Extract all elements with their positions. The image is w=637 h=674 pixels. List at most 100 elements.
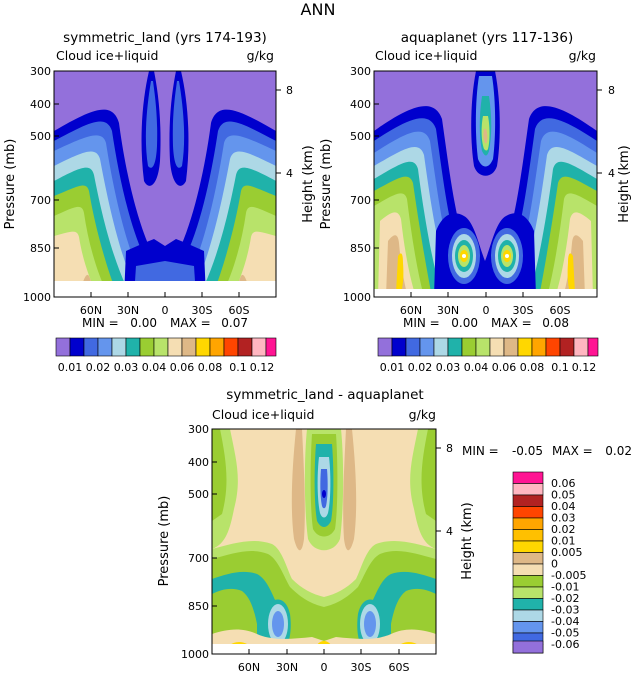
y-tick-label: 850 <box>188 600 209 613</box>
x-tick-label: 30S <box>351 661 372 674</box>
x-axis: 60N 30N 0 30S 60S <box>400 292 571 317</box>
x-tick-label: 60N <box>400 304 422 317</box>
colorbar-label: 0.01 <box>380 361 405 374</box>
x-tick-label: 60S <box>389 661 410 674</box>
y-tick-label: 700 <box>30 194 51 207</box>
x-tick-label: 30S <box>192 304 213 317</box>
colorbar: 0.06 0.05 0.04 0.03 0.02 0.01 0.005 0 -0… <box>512 471 586 654</box>
colorbar-label: 0.005 <box>551 546 583 559</box>
colorbar-label: 0.05 <box>551 489 576 502</box>
y-axis-right: 8 4 Height (km) <box>436 442 475 580</box>
panel-aquaplanet: aquaplanet (yrs 117-136) Cloud ice+liqui… <box>319 30 632 374</box>
figure-title: ANN <box>301 0 336 19</box>
x-tick-label: 0 <box>162 304 169 317</box>
y-axis-right: 8 4 Height (km) <box>597 84 632 223</box>
colorbar-label: 0.06 <box>170 361 195 374</box>
x-tick-label: 60S <box>550 304 571 317</box>
max-label: MAX = <box>552 444 593 458</box>
y-right-tick-label: 8 <box>286 84 293 97</box>
colorbar-label: 0.04 <box>551 500 576 513</box>
units-label: g/kg <box>409 407 436 422</box>
colorbar-label: 0.04 <box>142 361 167 374</box>
colorbar-label: -0.03 <box>551 604 579 617</box>
x-tick-label: 60S <box>229 304 250 317</box>
max-value: 0.07 <box>221 316 248 330</box>
max-label: MAX = <box>170 316 211 330</box>
y-right-axis-label: Height (km) <box>460 502 475 579</box>
contour-plot <box>54 71 276 297</box>
x-tick-label: 30N <box>117 304 139 317</box>
colorbar: 0.01 0.02 0.03 0.04 0.06 0.08 0.1 0.12 <box>377 337 599 374</box>
x-axis: 60N 30N 0 30S 60S <box>238 649 410 674</box>
units-label: g/kg <box>569 48 596 63</box>
colorbar-label: 0.01 <box>58 361 83 374</box>
y-tick-label: 500 <box>30 130 51 143</box>
y-axis-label: Pressure (mb) <box>157 496 172 587</box>
y-right-tick-label: 4 <box>446 525 453 538</box>
colorbar-label: -0.02 <box>551 592 579 605</box>
x-tick-label: 30N <box>437 304 459 317</box>
colorbar: 0.01 0.02 0.03 0.04 0.06 0.08 0.1 0.12 <box>55 337 277 374</box>
y-tick-label: 700 <box>350 194 371 207</box>
y-tick-label: 400 <box>188 456 209 469</box>
field-label: Cloud ice+liquid <box>56 48 158 63</box>
colorbar-label: 0.12 <box>250 361 275 374</box>
y-tick-label: 1000 <box>181 648 209 661</box>
y-axis-left: 300 400 500 700 850 1000 Pressure (mb) <box>157 423 217 661</box>
y-right-tick-label: 4 <box>286 167 293 180</box>
max-value: 0.08 <box>542 316 569 330</box>
min-label: MIN = <box>462 444 499 458</box>
colorbar-label: 0 <box>551 558 558 571</box>
panel-title: aquaplanet (yrs 117-136) <box>401 30 574 46</box>
max-value: 0.02 <box>605 444 632 458</box>
colorbar-label: 0.03 <box>114 361 139 374</box>
colorbar-label: 0.02 <box>408 361 433 374</box>
colorbar-label: -0.04 <box>551 615 579 628</box>
colorbar-label: -0.01 <box>551 581 579 594</box>
colorbar-label: 0.01 <box>551 535 576 548</box>
y-tick-label: 300 <box>30 65 51 78</box>
colorbar-label: 0.08 <box>520 361 545 374</box>
y-tick-label: 400 <box>30 98 51 111</box>
y-axis-left: 300 400 500 700 850 1000 Pressure (mb) <box>3 65 59 304</box>
panel-title: symmetric_land - aquaplanet <box>226 387 423 403</box>
y-axis-label: Pressure (mb) <box>3 139 18 230</box>
colorbar-label: 0.02 <box>86 361 111 374</box>
panel-title: symmetric_land (yrs 174-193) <box>63 30 267 46</box>
contour-plot <box>374 71 597 297</box>
panel-symmetric-land: symmetric_land (yrs 174-193) Cloud ice+l… <box>3 30 316 374</box>
colorbar-label: -0.05 <box>551 627 579 640</box>
y-tick-label: 1000 <box>23 291 51 304</box>
max-label: MAX = <box>491 316 532 330</box>
colorbar-label: -0.06 <box>551 638 579 651</box>
x-tick-label: 30N <box>276 661 298 674</box>
x-tick-label: 30S <box>513 304 534 317</box>
contour-plot <box>212 429 436 654</box>
y-tick-label: 700 <box>188 552 209 565</box>
min-value: -0.05 <box>512 444 543 458</box>
colorbar-label: 0.06 <box>551 477 576 490</box>
x-tick-label: 60N <box>238 661 260 674</box>
colorbar-label: 0.02 <box>551 523 576 536</box>
panel-difference: symmetric_land - aquaplanet Cloud ice+li… <box>157 387 632 674</box>
y-right-tick-label: 8 <box>446 442 453 455</box>
y-tick-label: 500 <box>350 130 371 143</box>
colorbar-label: 0.03 <box>551 512 576 525</box>
colorbar-label: 0.08 <box>198 361 223 374</box>
x-tick-label: 60N <box>80 304 102 317</box>
colorbar-label: 0.03 <box>436 361 461 374</box>
y-tick-label: 300 <box>188 423 209 436</box>
units-label: g/kg <box>247 48 274 63</box>
y-axis-right: 8 4 Height (km) <box>276 84 316 223</box>
min-label: MIN = <box>403 316 440 330</box>
colorbar-label: 0.1 <box>551 361 569 374</box>
y-right-tick-label: 4 <box>608 167 615 180</box>
y-right-axis-label: Height (km) <box>301 145 316 222</box>
y-right-tick-label: 8 <box>608 84 615 97</box>
y-tick-label: 1000 <box>343 291 371 304</box>
y-axis-label: Pressure (mb) <box>319 139 334 230</box>
y-right-axis-label: Height (km) <box>617 145 632 222</box>
min-value: 0.00 <box>451 316 478 330</box>
field-label: Cloud ice+liquid <box>375 48 477 63</box>
